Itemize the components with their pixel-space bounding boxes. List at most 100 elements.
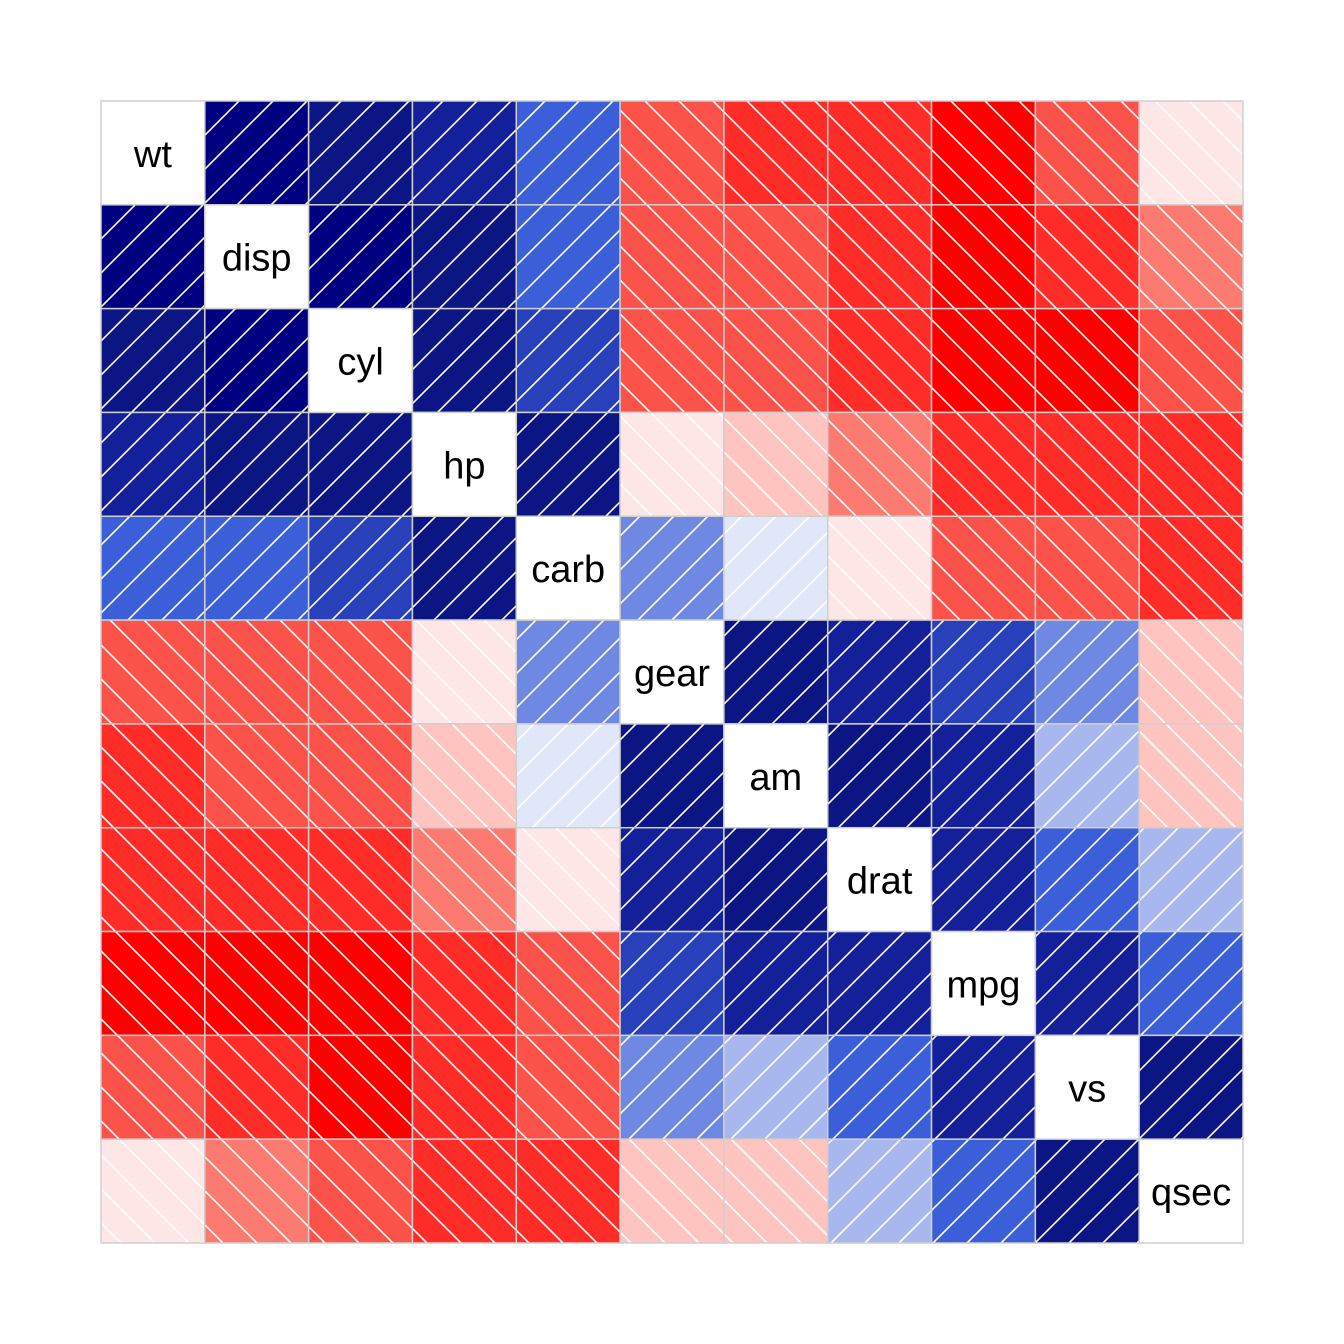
hatch-lines xyxy=(101,308,205,413)
cell-carb-hp xyxy=(411,515,518,621)
cell-fill xyxy=(931,1035,1036,1140)
cell-fill xyxy=(1139,412,1243,517)
hatch-lines xyxy=(723,204,828,309)
hatch-lines xyxy=(931,412,1036,517)
variable-label-carb: carb xyxy=(531,549,605,591)
cell-carb-qsec xyxy=(1138,515,1244,621)
cell-fill xyxy=(516,827,621,932)
cell-fill xyxy=(931,308,1036,413)
cell-fill xyxy=(1035,101,1140,205)
hatch-lines xyxy=(204,827,309,932)
cell-fill xyxy=(308,412,413,517)
variable-label-drat: drat xyxy=(847,861,913,903)
cell-fill xyxy=(1139,101,1243,205)
hatch-lines xyxy=(412,827,517,932)
cell-am-cyl xyxy=(307,723,414,829)
hatch-lines xyxy=(1035,931,1140,1036)
cell-mpg-vs xyxy=(1034,930,1140,1037)
cell-fill xyxy=(412,1035,517,1140)
cell-fill xyxy=(723,620,828,724)
cell-fill xyxy=(1139,723,1243,828)
hatch-lines xyxy=(308,620,413,724)
cell-am-hp xyxy=(411,723,518,829)
cell-hp-gear xyxy=(619,411,725,518)
cell-fill xyxy=(827,1035,932,1140)
hatch-lines xyxy=(723,412,828,517)
hatch-lines xyxy=(620,1035,724,1140)
hatch-lines xyxy=(1139,723,1243,828)
hatch-lines xyxy=(620,827,724,932)
cell-fill xyxy=(204,723,309,828)
cell-qsec-hp xyxy=(411,1138,518,1244)
hatch-lines xyxy=(516,1035,621,1140)
hatch-lines xyxy=(101,412,205,517)
cell-fill xyxy=(1139,516,1243,621)
hatch-lines xyxy=(1139,101,1243,205)
cell-qsec-wt xyxy=(100,1138,206,1244)
cell-fill xyxy=(723,931,828,1036)
cell-fill xyxy=(516,1035,621,1140)
hatch-lines xyxy=(204,412,309,517)
hatch-lines xyxy=(308,931,413,1036)
cell-mpg-qsec xyxy=(1138,930,1244,1037)
cell-mpg-wt xyxy=(100,930,206,1037)
hatch-lines xyxy=(308,204,413,309)
hatch-lines xyxy=(412,308,517,413)
cell-fill xyxy=(412,1139,517,1243)
hatch-lines xyxy=(723,1139,828,1243)
hatch-lines xyxy=(412,620,517,724)
hatch-lines xyxy=(1035,516,1140,621)
cell-fill xyxy=(516,101,621,205)
cell-fill xyxy=(308,620,413,724)
hatch-lines xyxy=(204,723,309,828)
cell-mpg-am xyxy=(723,930,829,1037)
variable-label-cyl: cyl xyxy=(337,342,383,384)
cell-hp-qsec xyxy=(1138,411,1244,518)
hatch-lines xyxy=(1139,204,1243,309)
cell-qsec-drat xyxy=(826,1138,933,1244)
cell-drat-vs xyxy=(1034,826,1140,933)
cell-fill xyxy=(101,827,205,932)
hatch-lines xyxy=(101,620,205,724)
cell-gear-wt xyxy=(100,619,206,725)
cell-fill xyxy=(827,620,932,724)
cell-disp-disp xyxy=(204,204,310,310)
hatch-lines xyxy=(412,723,517,828)
cell-cyl-gear xyxy=(619,307,725,414)
variable-label-qsec: qsec xyxy=(1151,1172,1231,1214)
cell-wt-mpg xyxy=(930,100,1037,206)
cell-fill xyxy=(204,1035,309,1140)
variable-label-disp: disp xyxy=(222,238,292,280)
cell-qsec-carb xyxy=(515,1138,621,1244)
cell-fill xyxy=(620,101,724,205)
cell-gear-cyl xyxy=(307,619,414,725)
cell-fill xyxy=(827,1139,932,1243)
cell-drat-wt xyxy=(100,826,206,933)
cell-fill xyxy=(931,412,1036,517)
hatch-lines xyxy=(620,101,724,205)
hatch-lines xyxy=(412,101,517,205)
hatch-lines xyxy=(931,101,1036,205)
cell-mpg-disp xyxy=(204,930,310,1037)
cell-fill xyxy=(1139,308,1243,413)
cell-fill xyxy=(516,620,621,724)
hatch-lines xyxy=(1035,412,1140,517)
hatch-lines xyxy=(827,931,932,1036)
cell-fill xyxy=(931,101,1036,205)
hatch-lines xyxy=(931,516,1036,621)
cell-fill xyxy=(1035,516,1140,621)
hatch-lines xyxy=(620,412,724,517)
cell-fill xyxy=(516,204,621,309)
cell-carb-cyl xyxy=(307,515,414,621)
diagonal-cell xyxy=(827,827,932,932)
cell-fill xyxy=(723,827,828,932)
cell-fill xyxy=(101,516,205,621)
cell-border xyxy=(1138,1138,1244,1244)
diagonal-cell xyxy=(1139,1139,1243,1243)
cell-gear-mpg xyxy=(930,619,1037,725)
cell-disp-drat xyxy=(826,204,933,310)
hatch-lines xyxy=(723,308,828,413)
hatch-lines xyxy=(827,204,932,309)
hatch-lines xyxy=(412,204,517,309)
cell-fill xyxy=(723,412,828,517)
